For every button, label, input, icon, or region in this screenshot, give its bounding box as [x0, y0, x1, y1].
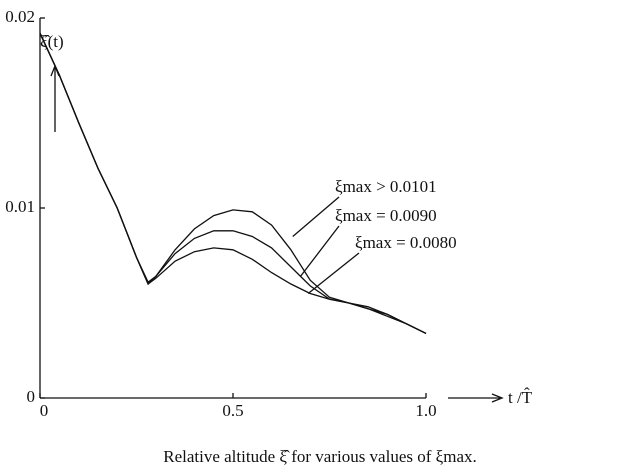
series-line: [39, 32, 427, 334]
leader-line: [299, 225, 340, 277]
x-tick-label: 0: [40, 401, 49, 420]
x-tick-label: 1.0: [415, 401, 436, 420]
y-tick-label: 0.01: [5, 197, 35, 216]
x-axis-label: t /T̂: [508, 388, 533, 407]
y-tick-label: 0: [27, 387, 36, 406]
caption: Relative altitude ξ̂ for various values …: [163, 447, 477, 466]
series-label: ξmax > 0.0101: [335, 177, 437, 196]
leader-line: [307, 252, 360, 295]
y-tick-label: 0.02: [5, 7, 35, 26]
x-tick-label: 0.5: [222, 401, 243, 420]
series-label: ξmax = 0.0090: [335, 206, 437, 225]
leader-line: [292, 196, 340, 237]
x-arrow-head: [491, 393, 504, 403]
series-label: ξmax = 0.0080: [355, 233, 457, 252]
